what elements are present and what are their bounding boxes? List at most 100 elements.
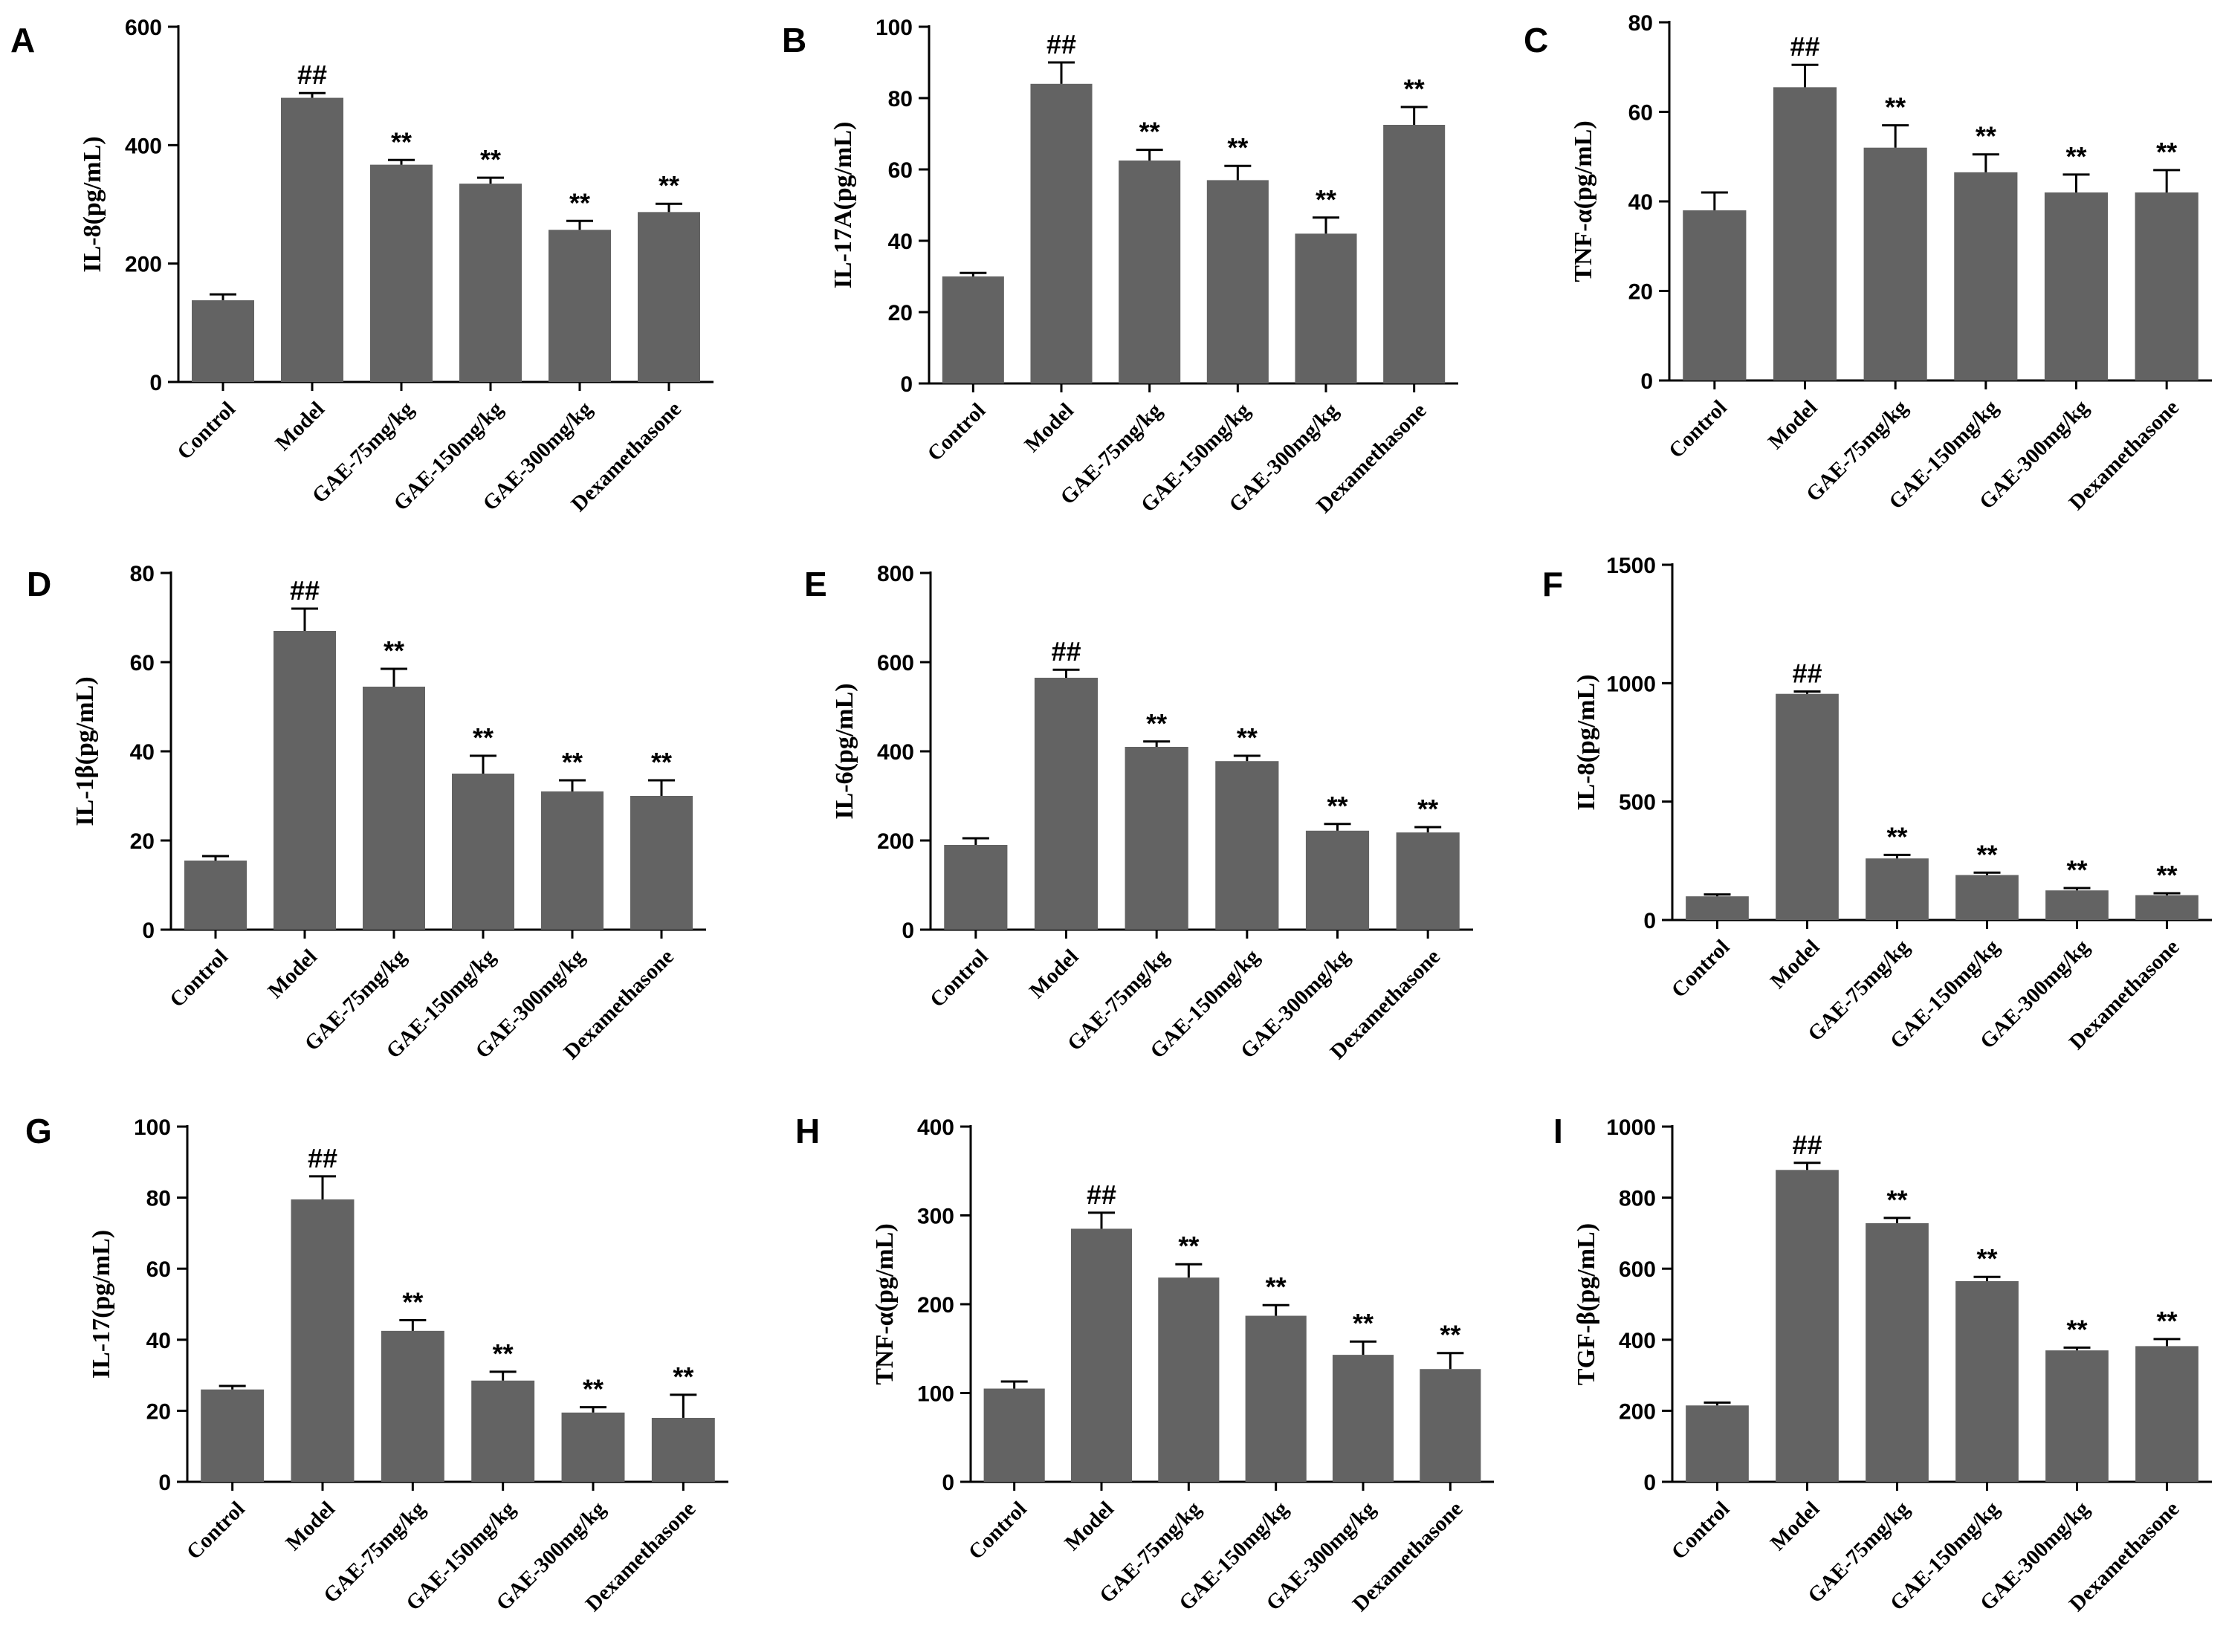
bar — [1070, 1228, 1133, 1482]
bar — [1686, 896, 1749, 920]
panel-letter: G — [25, 1112, 52, 1150]
significance-marker: ## — [297, 59, 327, 90]
y-tick-label: 300 — [917, 1205, 954, 1229]
y-tick-label: 600 — [877, 651, 914, 676]
significance-marker: ** — [1146, 708, 1167, 739]
bar — [1776, 1170, 1839, 1482]
x-tick-label: Control — [923, 398, 991, 466]
bar — [1383, 125, 1446, 383]
bar — [1034, 678, 1099, 930]
x-tick-label: Control — [182, 1497, 250, 1564]
y-tick-label: 40 — [130, 740, 155, 765]
y-tick-label: 600 — [1619, 1257, 1656, 1282]
bar — [1030, 83, 1093, 384]
bar — [942, 276, 1004, 383]
bar — [1863, 147, 1927, 380]
significance-marker: ** — [2065, 141, 2086, 172]
significance-marker: ## — [1790, 31, 1819, 62]
y-axis-title: IL-1β(pg/mL) — [71, 676, 99, 826]
bar — [363, 687, 425, 930]
significance-marker: ** — [2156, 1306, 2177, 1336]
bar — [1866, 858, 1929, 920]
bar — [274, 631, 336, 930]
bar — [549, 230, 611, 382]
significance-marker: ** — [480, 144, 501, 175]
y-tick-label: 500 — [1619, 791, 1656, 815]
y-tick-label: 600 — [125, 16, 162, 40]
panel-letter: H — [795, 1112, 820, 1150]
y-tick-label: 40 — [1628, 190, 1653, 215]
y-tick-label: 0 — [942, 1471, 954, 1495]
significance-marker: ** — [673, 1361, 693, 1392]
y-tick-label: 60 — [888, 158, 913, 183]
bar — [1773, 87, 1837, 381]
significance-marker: ** — [1266, 1272, 1287, 1302]
significance-marker: ** — [583, 1374, 604, 1405]
significance-marker: ## — [308, 1143, 337, 1173]
y-tick-label: 0 — [149, 371, 162, 395]
y-tick-label: 1500 — [1606, 554, 1656, 578]
bar — [944, 845, 1008, 930]
y-tick-label: 400 — [125, 134, 162, 158]
significance-marker: ** — [1227, 132, 1248, 163]
x-tick-label: Control — [964, 1497, 1032, 1564]
bar — [184, 861, 247, 930]
bar — [381, 1330, 444, 1482]
bar — [1955, 875, 2019, 920]
bar — [1955, 1280, 2019, 1482]
bar — [1332, 1355, 1394, 1482]
bar — [2135, 1346, 2199, 1482]
y-tick-label: 100 — [876, 16, 913, 40]
significance-marker: ## — [290, 575, 320, 606]
x-tick-label: Model — [282, 1497, 340, 1555]
bar — [2135, 895, 2199, 920]
y-tick-label: 1000 — [1606, 1115, 1656, 1140]
x-tick-label: Model — [1766, 935, 1824, 993]
panel-letter: I — [1553, 1112, 1563, 1150]
bar — [630, 796, 693, 930]
significance-marker: ** — [1237, 722, 1258, 753]
y-axis-title: TGF-β(pg/mL) — [1573, 1223, 1600, 1385]
bar — [459, 184, 522, 382]
bar — [638, 212, 700, 382]
x-tick-label: Model — [1020, 398, 1078, 456]
y-axis-title: IL-8(pg/mL) — [79, 136, 106, 272]
x-tick-label: Model — [264, 945, 322, 1002]
panel-b: B 0 20 40 60 80 100 IL-17A(pg/mL) Control ## Model… — [782, 16, 1458, 518]
bar — [471, 1380, 535, 1482]
significance-marker: ** — [391, 126, 412, 157]
y-tick-label: 800 — [1619, 1187, 1656, 1211]
panel-e: E 0 200 400 600 800 IL-6(pg/mL) Control ## Model *… — [804, 562, 1473, 1064]
y-axis-title: IL-8(pg/mL) — [1573, 674, 1600, 810]
y-tick-label: 20 — [1628, 280, 1653, 305]
y-tick-label: 0 — [1643, 909, 1656, 933]
y-tick-label: 20 — [130, 829, 155, 854]
bar — [2135, 192, 2199, 380]
x-tick-label: Control — [165, 945, 233, 1012]
y-tick-label: 100 — [917, 1382, 954, 1407]
y-tick-label: 80 — [130, 562, 155, 586]
panel-letter: A — [10, 21, 35, 59]
bar — [2044, 192, 2109, 380]
bar — [201, 1389, 265, 1482]
panel-letter: E — [804, 565, 827, 603]
bar — [1866, 1223, 1929, 1482]
bar — [1215, 761, 1279, 930]
bar — [452, 774, 514, 930]
bar — [2045, 890, 2109, 920]
x-tick-label: Control — [1667, 935, 1735, 1002]
y-axis-title: IL-17(pg/mL) — [88, 1230, 115, 1379]
significance-marker: ** — [473, 722, 494, 753]
significance-marker: ** — [2156, 860, 2177, 890]
significance-marker: ** — [384, 635, 404, 666]
y-tick-label: 0 — [1643, 1471, 1656, 1495]
bar — [1420, 1369, 1481, 1482]
significance-marker: ** — [493, 1338, 514, 1369]
y-tick-label: 200 — [1619, 1399, 1656, 1424]
significance-marker: ** — [1885, 92, 1906, 123]
y-tick-label: 200 — [125, 253, 162, 277]
bar — [1158, 1277, 1220, 1482]
bar — [1245, 1315, 1307, 1482]
x-tick-label: Model — [1061, 1497, 1119, 1555]
bar — [983, 1388, 1045, 1482]
